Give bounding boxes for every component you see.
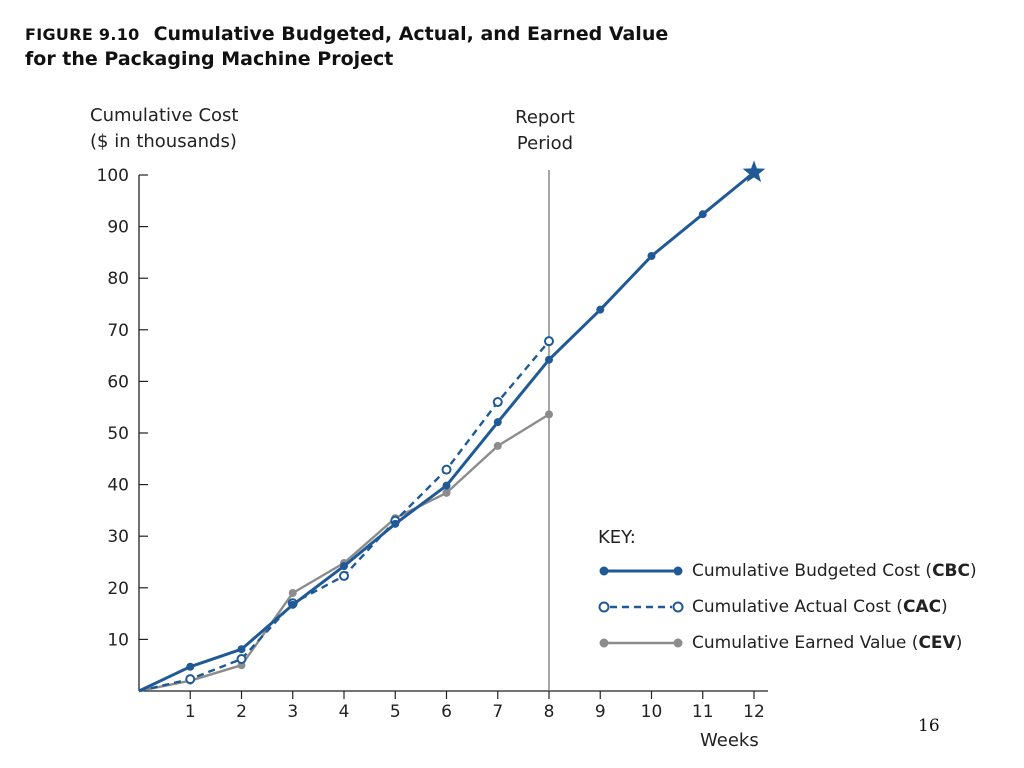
x-tick-label: 7: [492, 702, 503, 722]
point-cbc: [391, 519, 400, 528]
y-tick-label: 80: [107, 269, 129, 289]
y-tick-label: 70: [107, 321, 129, 341]
x-tick-label: 6: [441, 702, 452, 722]
point-cbc: [596, 305, 605, 314]
point-cev: [288, 588, 297, 597]
point-cbc: [442, 481, 451, 490]
figure-title-line2: for the Packaging Machine Project: [25, 48, 394, 70]
star-marker-cbc: [742, 160, 766, 183]
report-period-label: Report Period: [485, 105, 605, 157]
x-tick-label: 10: [641, 702, 663, 722]
y-tick-label: 40: [107, 476, 129, 496]
point-cbc: [545, 355, 553, 364]
legend-swatch-cac: [598, 601, 684, 612]
y-tick-label: 10: [107, 630, 129, 650]
x-tick-label: 5: [390, 702, 401, 722]
point-cac: [544, 336, 554, 347]
page-number: 16: [918, 716, 940, 736]
y-axis-label-line2: ($ in thousands): [90, 131, 237, 152]
y-tick-label: 20: [107, 579, 129, 599]
figure-title: FIGURE 9.10 Cumulative Budgeted, Actual, …: [25, 22, 668, 71]
point-cbc: [647, 252, 656, 261]
point-cev: [493, 441, 502, 450]
legend-swatch-cbc: [599, 566, 683, 575]
legend-label-cev: Cumulative Earned Value (CEV): [692, 632, 963, 653]
x-tick-label: 9: [595, 702, 606, 722]
legend-swatch-cev: [599, 638, 683, 647]
point-cbc: [340, 562, 348, 571]
x-tick-label: 4: [339, 702, 350, 722]
y-tick-label: 60: [107, 372, 129, 392]
x-tick-label: 12: [743, 702, 765, 722]
point-cac: [236, 654, 247, 665]
point-cbc: [288, 600, 297, 609]
legend-item-cev: Cumulative Earned Value (CEV): [598, 622, 977, 663]
point-cev: [545, 410, 553, 419]
series-line-cac: [138, 340, 550, 693]
point-cev: [442, 488, 451, 497]
y-tick-label: 30: [107, 527, 129, 547]
point-cac: [185, 674, 196, 685]
legend-title: KEY:: [598, 527, 636, 548]
y-axis-label-line1: Cumulative Cost: [90, 105, 239, 126]
legend-label-cac: Cumulative Actual Cost (CAC): [692, 596, 948, 617]
x-tick-label: 8: [544, 702, 555, 722]
legend-label-cbc: Cumulative Budgeted Cost (CBC): [692, 560, 977, 581]
figure-title-line1: Cumulative Budgeted, Actual, and Earned …: [153, 23, 669, 45]
point-cac: [441, 464, 452, 475]
point-cac: [339, 570, 349, 581]
point-cbc: [698, 210, 707, 219]
y-tick-label: 100: [97, 166, 129, 186]
point-cbc: [237, 645, 246, 654]
x-tick-label: 1: [185, 702, 196, 722]
chart-marks: [138, 160, 766, 693]
x-axis-label: Weeks: [700, 730, 759, 751]
x-tick-label: 11: [692, 702, 714, 722]
legend-item-cbc: Cumulative Budgeted Cost (CBC): [598, 550, 977, 591]
point-cac: [492, 397, 503, 408]
report-period-label-line1: Report: [515, 107, 575, 128]
legend-item-cac: Cumulative Actual Cost (CAC): [598, 586, 977, 627]
y-axis-label: Cumulative Cost ($ in thousands): [90, 103, 238, 155]
y-tick-label: 90: [107, 218, 129, 238]
point-cbc: [186, 662, 195, 671]
series-line-cev: [138, 413, 550, 693]
report-period-label-line2: Period: [516, 133, 574, 154]
x-tick-label: 3: [287, 702, 298, 722]
point-cbc: [493, 418, 502, 427]
legend: KEY: Cumulative Budgeted Cost (CBC) Cumu…: [598, 527, 977, 663]
figure-number: FIGURE 9.10: [25, 25, 140, 44]
x-tick-label: 2: [236, 702, 247, 722]
y-tick-label: 50: [107, 424, 129, 444]
